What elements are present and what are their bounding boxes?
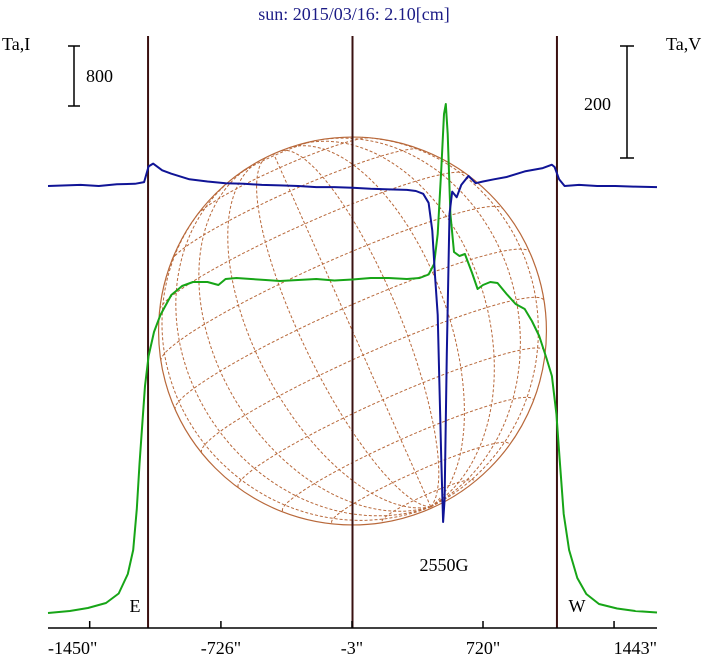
right-scale-label: 200 bbox=[584, 94, 611, 114]
latitude-line bbox=[281, 396, 534, 512]
longitude-line bbox=[300, 140, 495, 508]
x-tick-label: -1450" bbox=[48, 638, 97, 658]
longitude-line bbox=[198, 166, 431, 512]
series-line-i bbox=[47, 103, 658, 614]
x-tick-label: -3" bbox=[341, 638, 363, 658]
limb-label-e: E bbox=[130, 596, 141, 616]
x-axis: -1450" -726" -3" 720" 1443" bbox=[48, 621, 657, 658]
left-scale-label: 800 bbox=[86, 66, 113, 86]
x-tick-label: 720" bbox=[466, 638, 500, 658]
longitude-line bbox=[318, 137, 521, 508]
series-layer bbox=[47, 103, 658, 614]
longitude-line bbox=[273, 153, 432, 508]
right-axis-label: Ta,V bbox=[666, 34, 701, 54]
left-axis-label: Ta,I bbox=[2, 34, 30, 54]
latitude-line bbox=[197, 137, 370, 215]
x-tick-label: 1443" bbox=[614, 638, 657, 658]
solar-disk-grid bbox=[157, 136, 548, 526]
chart-title: sun: 2015/03/16: 2.10[cm] bbox=[258, 4, 450, 24]
limb-label-w: W bbox=[568, 596, 585, 616]
longitude-line bbox=[289, 145, 465, 508]
series-line-v bbox=[47, 162, 658, 523]
magnetic-field-annotation: 2550G bbox=[420, 555, 469, 575]
longitude-line bbox=[175, 177, 431, 517]
longitude-line bbox=[227, 160, 431, 509]
right-scale-bar bbox=[620, 45, 634, 159]
left-scale-bar bbox=[68, 45, 80, 107]
x-tick-label: -726" bbox=[201, 638, 241, 658]
